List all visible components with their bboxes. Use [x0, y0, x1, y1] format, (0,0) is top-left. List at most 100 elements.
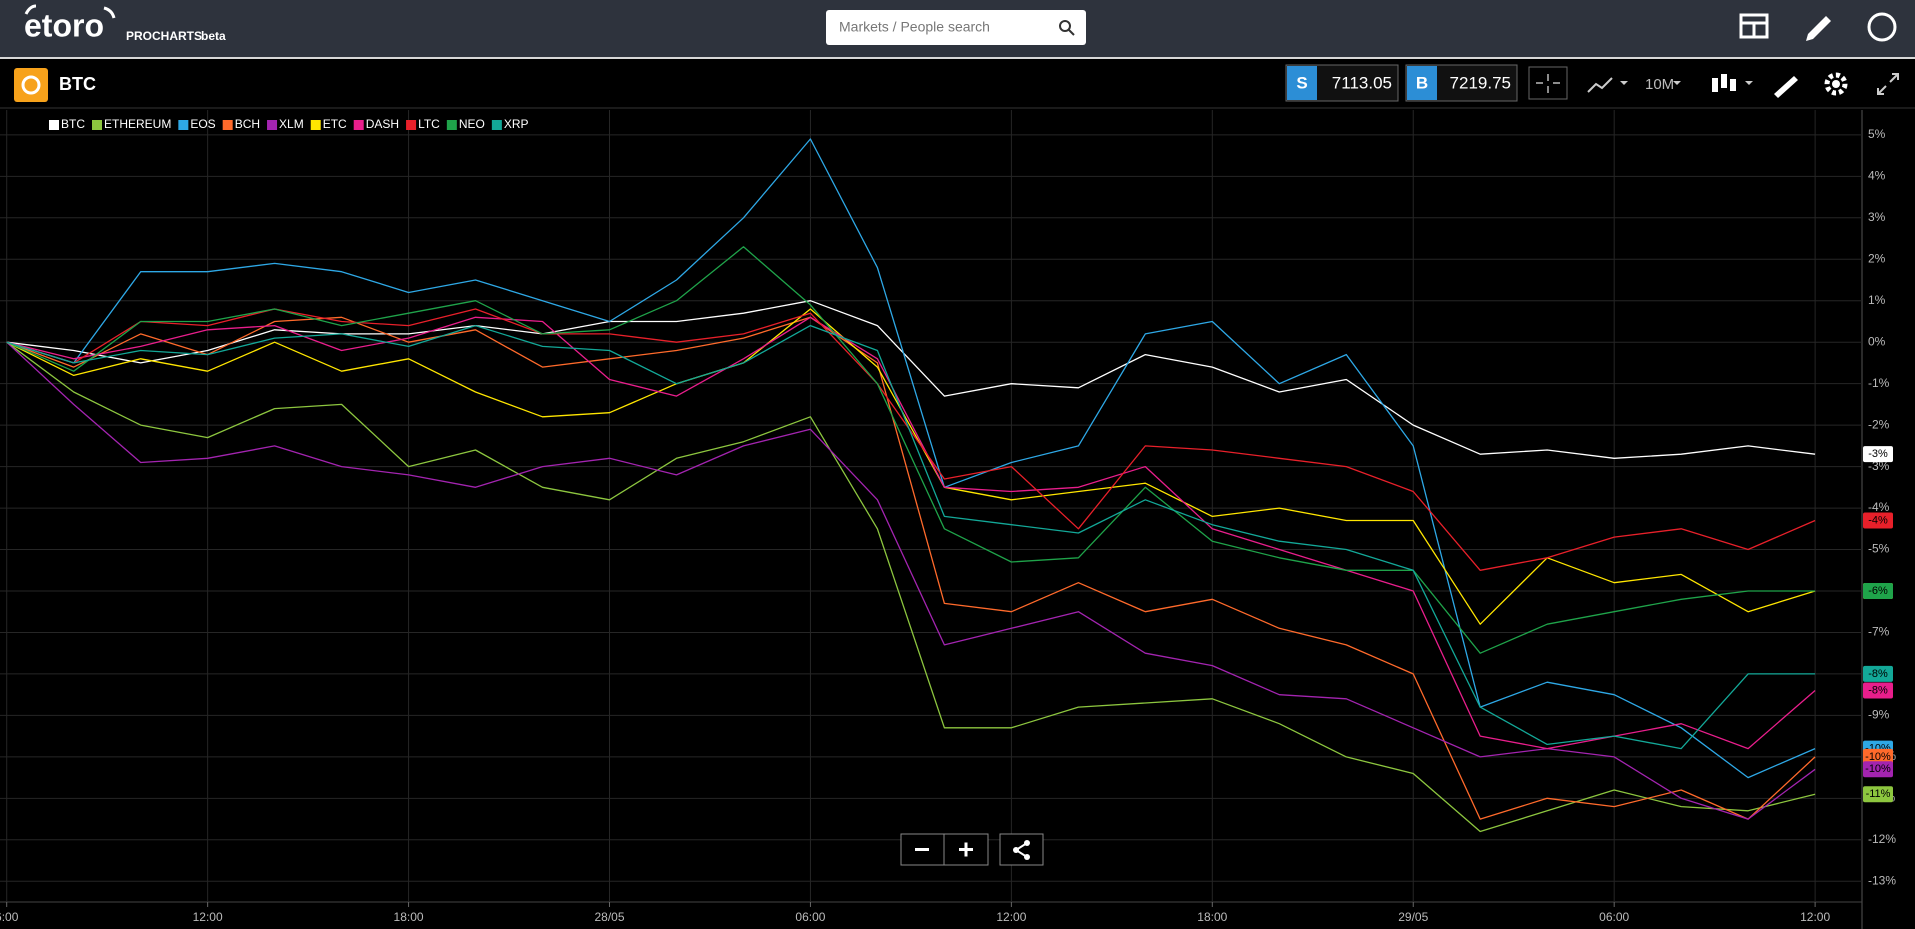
x-tick-label: 12:00: [1800, 910, 1830, 924]
end-label: -8%: [1868, 684, 1888, 696]
interval[interactable]: 10M: [1645, 76, 1674, 93]
x-tick-label: 28/05: [594, 910, 624, 924]
end-label-bg: [1863, 446, 1893, 463]
search-icon-handle: [1068, 29, 1075, 36]
dropdown-arrow: [1745, 81, 1753, 85]
legend-label: ETC: [323, 117, 347, 131]
y-tick-label: 0%: [1868, 334, 1886, 348]
legend-label: EOS: [190, 117, 215, 131]
legend-swatch: [406, 120, 417, 130]
series-line: [6, 308, 1816, 625]
series-line: [6, 300, 1816, 459]
y-tick-label: -4%: [1868, 500, 1890, 514]
candle-icon-part: [1721, 74, 1727, 88]
grid: 5% 4% 3% 2% 1% 0% -1% -2% -3% -4% -5% -6% -7% -8% -9% -…: [0, 110, 1896, 924]
legend: BTC ETHEREUM EOS BCH XLM ETC DASH LTC NEO XRP: [49, 117, 529, 131]
search-box[interactable]: [826, 10, 1086, 45]
series-line: [6, 341, 1816, 820]
candles-icon[interactable]: [1712, 74, 1736, 92]
logo-horns: [24, 4, 116, 19]
buy-button-label-bg: [1407, 66, 1437, 100]
y-tick-label: 3%: [1868, 210, 1886, 224]
settings-icon-center: [1832, 80, 1840, 88]
legend-label: DASH: [366, 117, 399, 131]
y-tick-label: 2%: [1868, 251, 1886, 265]
legend-label: NEO: [459, 117, 485, 131]
y-tick-label: 1%: [1868, 293, 1886, 307]
legend-swatch: [310, 120, 321, 130]
search-placeholder: Markets / People search: [839, 19, 990, 35]
dropdown-arrow: [1620, 81, 1628, 85]
legend-label: ETHEREUM: [104, 117, 171, 131]
end-label: -6%: [1868, 585, 1888, 597]
share-button[interactable]: [999, 833, 1044, 866]
x-tick-label: 12:00: [193, 910, 223, 924]
end-label-bg: [1863, 665, 1893, 682]
edit-icon[interactable]: [1806, 16, 1831, 41]
series-line: [6, 246, 1816, 654]
series-line: [6, 341, 1816, 833]
legend-swatch: [49, 120, 59, 130]
zoom-in-button[interactable]: [959, 842, 973, 857]
chart-type-icon[interactable]: [1587, 77, 1613, 93]
y-tick-label: -1%: [1868, 376, 1890, 390]
legend-swatch: [222, 120, 233, 130]
end-label-bg: [1863, 682, 1893, 699]
y-tick-label: -5%: [1868, 542, 1890, 556]
end-label: -11%: [1866, 788, 1891, 800]
top-bar-border: [0, 57, 1915, 59]
legend-label: XLM: [279, 117, 304, 131]
end-label: -10%: [1865, 763, 1891, 775]
series-lines: [6, 138, 1816, 833]
crosshair-icon: [1536, 74, 1560, 93]
y-tick-label: -9%: [1868, 708, 1890, 722]
series-line: [6, 324, 1816, 750]
profile-icon[interactable]: [1867, 12, 1897, 42]
end-label: -3%: [1868, 448, 1888, 460]
legend-swatch: [446, 120, 457, 130]
x-tick-label: 06:00: [1599, 910, 1629, 924]
collapse-icon[interactable]: [1877, 73, 1899, 95]
settings-icon[interactable]: [1824, 72, 1848, 96]
share-icon-edge: [1015, 842, 1028, 858]
beta-badge: beta: [201, 29, 226, 43]
product-name: PROCHARTS: [126, 29, 202, 43]
x-tick-label: 18:00: [394, 910, 424, 924]
candle-icon-part: [1712, 78, 1718, 92]
series-line: [6, 308, 1816, 571]
dropdown-arrow: [1673, 81, 1681, 85]
crosshair-button[interactable]: [1528, 66, 1568, 100]
legend-label: XRP: [504, 117, 529, 131]
legend-swatch: [178, 120, 189, 130]
end-label: -8%: [1868, 668, 1888, 680]
end-label-bg: [1863, 583, 1893, 600]
btc-icon: [14, 68, 48, 102]
sell-label: S: [1296, 73, 1307, 92]
search-icon[interactable]: [1059, 20, 1071, 32]
x-tick-label: 06:00: [795, 910, 825, 924]
legend-swatch: [491, 120, 502, 130]
x-tick-label: 6:00: [0, 910, 19, 924]
instrument-bar: [0, 59, 1915, 108]
draw-icon[interactable]: [1774, 76, 1798, 98]
y-tick-label: 4%: [1868, 169, 1886, 183]
layout-icon[interactable]: [1739, 13, 1769, 39]
logo[interactable]: etoro: [24, 7, 104, 43]
legend-label: LTC: [418, 117, 440, 131]
instrument-symbol: BTC: [59, 74, 96, 94]
end-label: -4%: [1868, 514, 1888, 526]
end-label: -10%: [1865, 751, 1891, 763]
y-tick-label: -2%: [1868, 417, 1890, 431]
end-label-bg: [1863, 761, 1893, 778]
candle-icon-part: [1730, 79, 1736, 91]
y-tick-label: -3%: [1868, 459, 1890, 473]
share-icon: [1013, 840, 1030, 860]
series-line: [6, 316, 1816, 750]
y-tick-label: -13%: [1868, 873, 1896, 887]
legend-label: BCH: [235, 117, 260, 131]
x-tick-label: 29/05: [1398, 910, 1428, 924]
end-label-bg: [1863, 512, 1893, 529]
x-tick-label: 18:00: [1197, 910, 1227, 924]
